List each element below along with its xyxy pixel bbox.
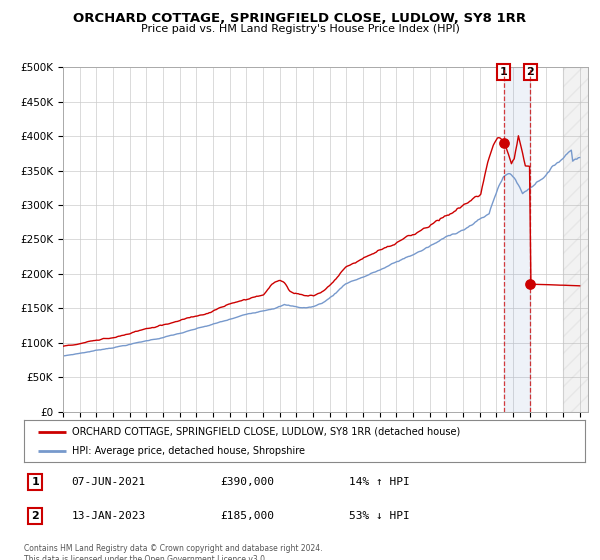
Text: ORCHARD COTTAGE, SPRINGFIELD CLOSE, LUDLOW, SY8 1RR: ORCHARD COTTAGE, SPRINGFIELD CLOSE, LUDL… xyxy=(73,12,527,25)
Text: 1: 1 xyxy=(31,477,39,487)
Text: 13-JAN-2023: 13-JAN-2023 xyxy=(71,511,146,521)
Text: 07-JUN-2021: 07-JUN-2021 xyxy=(71,477,146,487)
Point xyxy=(499,138,508,147)
Text: Price paid vs. HM Land Registry's House Price Index (HPI): Price paid vs. HM Land Registry's House … xyxy=(140,24,460,34)
Text: 1: 1 xyxy=(500,67,508,77)
Bar xyxy=(563,67,588,412)
Text: ORCHARD COTTAGE, SPRINGFIELD CLOSE, LUDLOW, SY8 1RR (detached house): ORCHARD COTTAGE, SPRINGFIELD CLOSE, LUDL… xyxy=(71,427,460,437)
Text: 2: 2 xyxy=(526,67,534,77)
Text: £185,000: £185,000 xyxy=(220,511,274,521)
Point xyxy=(526,279,535,288)
Text: 2: 2 xyxy=(31,511,39,521)
Text: 14% ↑ HPI: 14% ↑ HPI xyxy=(349,477,410,487)
Text: 53% ↓ HPI: 53% ↓ HPI xyxy=(349,511,410,521)
Text: Contains HM Land Registry data © Crown copyright and database right 2024.
This d: Contains HM Land Registry data © Crown c… xyxy=(24,544,323,560)
Bar xyxy=(503,67,530,412)
Text: HPI: Average price, detached house, Shropshire: HPI: Average price, detached house, Shro… xyxy=(71,446,305,456)
Text: £390,000: £390,000 xyxy=(220,477,274,487)
